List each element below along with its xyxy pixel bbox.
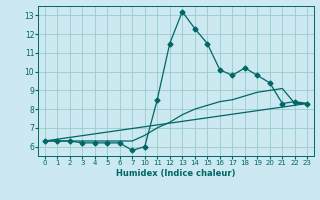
X-axis label: Humidex (Indice chaleur): Humidex (Indice chaleur): [116, 169, 236, 178]
